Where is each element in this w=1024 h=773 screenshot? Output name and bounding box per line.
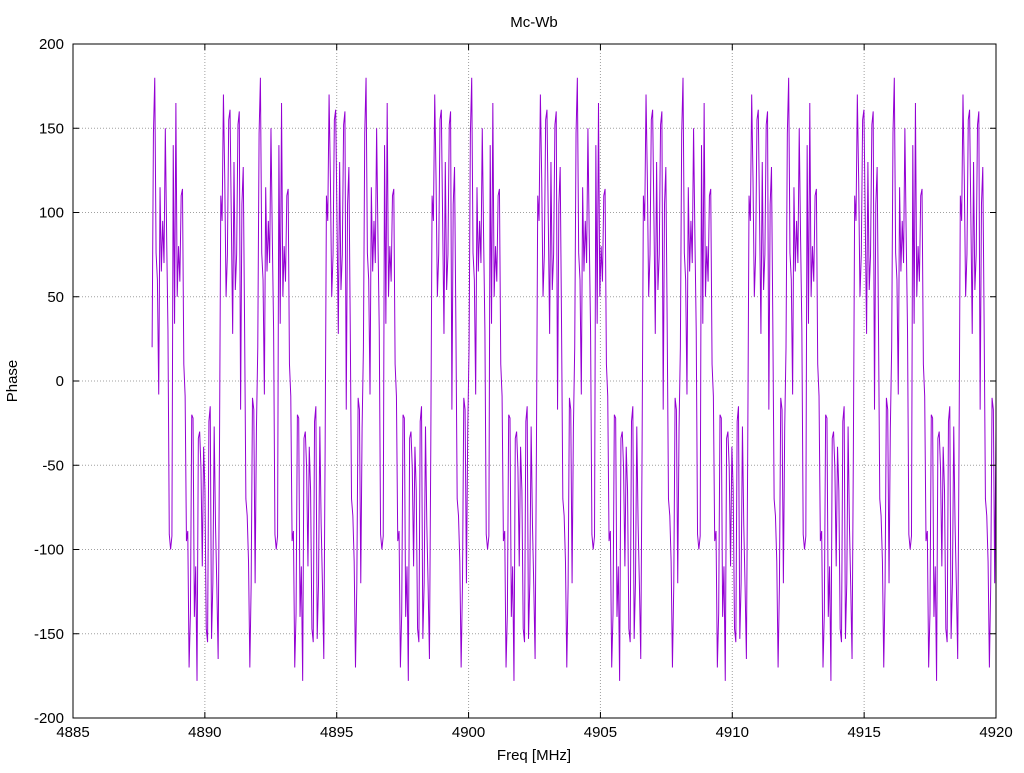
y-tick-label: 50 [47, 289, 64, 306]
y-tick-label: -150 [34, 626, 64, 643]
grid-lines [73, 44, 996, 718]
x-tick-label: 4900 [452, 724, 485, 741]
chart-title: Mc-Wb [510, 14, 558, 31]
y-tick-label: -200 [34, 710, 64, 727]
axis-ticks: 4885 4890 4895 4900 4905 4910 4915 4920 -200 -150… [34, 36, 1013, 741]
x-tick-label: 4895 [320, 724, 353, 741]
data-series [151, 77, 997, 681]
x-tick-label: 4890 [188, 724, 221, 741]
x-tick-label: 4920 [979, 724, 1012, 741]
y-axis-label: Phase [4, 360, 21, 403]
x-axis-label: Freq [MHz] [497, 747, 571, 764]
x-tick-label: 4910 [716, 724, 749, 741]
y-tick-label: 200 [39, 36, 64, 53]
y-tick-label: 0 [56, 373, 64, 390]
y-tick-label: 100 [39, 205, 64, 222]
y-tick-label: 150 [39, 120, 64, 137]
y-tick-label: -50 [42, 457, 64, 474]
y-tick-label: -100 [34, 542, 64, 559]
x-tick-label: 4885 [56, 724, 89, 741]
phase-series-line [151, 77, 997, 681]
x-tick-label: 4905 [584, 724, 617, 741]
x-tick-label: 4915 [847, 724, 880, 741]
